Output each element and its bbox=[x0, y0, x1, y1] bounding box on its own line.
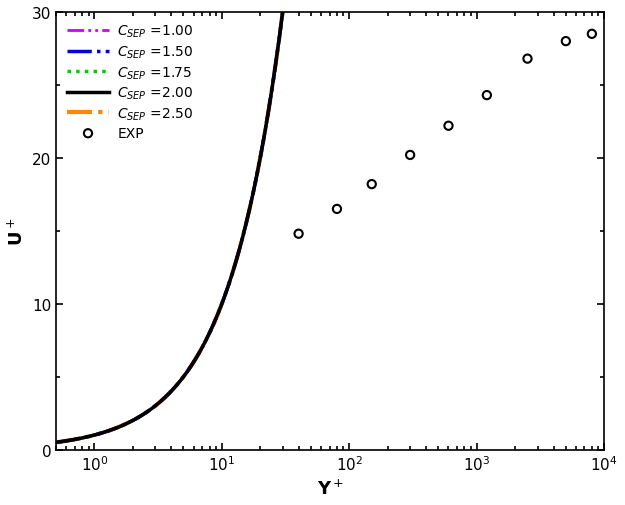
Line: $C_{SEP}$ =1.50: $C_{SEP}$ =1.50 bbox=[56, 0, 604, 442]
$C_{SEP}$ =1.75 bbox=[193, 354, 201, 360]
EXP bbox=[367, 181, 377, 189]
$C_{SEP}$ =2.50 bbox=[149, 405, 157, 411]
EXP bbox=[522, 56, 532, 64]
Y-axis label: U$^+$: U$^+$ bbox=[7, 217, 26, 245]
Line: $C_{SEP}$ =2.00: $C_{SEP}$ =2.00 bbox=[56, 0, 604, 442]
EXP bbox=[405, 152, 415, 160]
$C_{SEP}$ =2.00 bbox=[52, 439, 60, 445]
X-axis label: Y$^+$: Y$^+$ bbox=[317, 479, 344, 498]
$C_{SEP}$ =1.75 bbox=[52, 439, 60, 445]
EXP bbox=[332, 206, 342, 214]
Line: $C_{SEP}$ =1.00: $C_{SEP}$ =1.00 bbox=[56, 0, 604, 442]
$C_{SEP}$ =1.00 bbox=[149, 405, 157, 411]
$C_{SEP}$ =1.75 bbox=[149, 405, 157, 411]
Legend: $C_{SEP}$ =1.00, $C_{SEP}$ =1.50, $C_{SEP}$ =1.75, $C_{SEP}$ =2.00, $C_{SEP}$ =2: $C_{SEP}$ =1.00, $C_{SEP}$ =1.50, $C_{SE… bbox=[63, 20, 198, 145]
$C_{SEP}$ =1.50 bbox=[193, 354, 201, 360]
$C_{SEP}$ =1.50 bbox=[52, 439, 60, 445]
$C_{SEP}$ =1.00 bbox=[193, 354, 201, 360]
$C_{SEP}$ =2.50 bbox=[193, 354, 201, 360]
EXP bbox=[444, 122, 454, 130]
EXP bbox=[587, 31, 597, 39]
$C_{SEP}$ =1.00 bbox=[52, 439, 60, 445]
Line: $C_{SEP}$ =2.50: $C_{SEP}$ =2.50 bbox=[56, 0, 604, 442]
EXP bbox=[294, 230, 304, 238]
EXP bbox=[561, 38, 571, 46]
$C_{SEP}$ =2.00 bbox=[149, 405, 157, 411]
$C_{SEP}$ =2.50 bbox=[52, 439, 60, 445]
Line: $C_{SEP}$ =1.75: $C_{SEP}$ =1.75 bbox=[56, 0, 604, 442]
$C_{SEP}$ =1.50 bbox=[149, 405, 157, 411]
$C_{SEP}$ =2.00 bbox=[193, 354, 201, 360]
EXP bbox=[482, 92, 492, 100]
